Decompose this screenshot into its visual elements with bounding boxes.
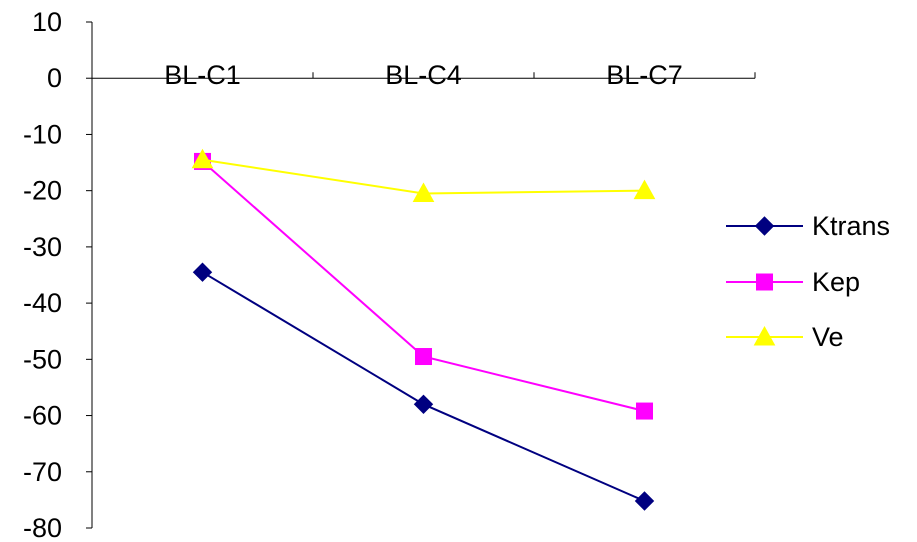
y-tick-label: 10 [32,7,62,37]
legend-marker-ktrans [754,216,775,236]
legend-item-ve: Ve [726,322,844,352]
legend-item-ktrans: Ktrans [726,211,890,241]
series-line-ktrans [201,271,645,502]
y-tick-label: -20 [23,176,62,206]
y-tick-label: -80 [23,513,62,542]
legend-marker-ve [753,325,776,346]
x-tick-label: BL-C1 [164,60,241,90]
series-ve [191,148,656,202]
data-point-ktrans [413,394,434,415]
data-point-ve [633,179,656,200]
y-tick-label: 0 [47,63,62,93]
data-point-kep [636,402,653,420]
legend-item-kep: Kep [726,267,860,297]
y-tick-label: -30 [23,232,62,262]
legend-label-kep: Kep [812,267,860,297]
y-tick-label: -70 [23,457,62,487]
y-tick-label: -60 [23,401,62,431]
data-point-kep [415,348,432,366]
x-tick-label: BL-C4 [385,60,462,90]
y-tick-label: -40 [23,288,62,318]
legend-label-ktrans: Ktrans [812,211,890,241]
y-tick-label: -10 [23,119,62,149]
data-point-ktrans [192,262,213,282]
legend-marker-kep [756,273,773,291]
data-point-ktrans [634,491,655,511]
data-point-ve [412,182,435,202]
series-ktrans [192,262,655,511]
x-axis: BL-C1 BL-C4 BL-C7 [91,60,756,90]
data-point-ve [191,148,214,169]
legend: Ktrans Kep Ve [726,211,890,352]
x-tick-label: BL-C7 [606,60,683,90]
y-tick-label: -50 [23,344,62,374]
series-layer [191,148,656,511]
y-axis: 10 0 -10 -20 -30 -40 -50 -60 -70 -80 [23,7,93,542]
legend-label-ve: Ve [812,322,844,352]
